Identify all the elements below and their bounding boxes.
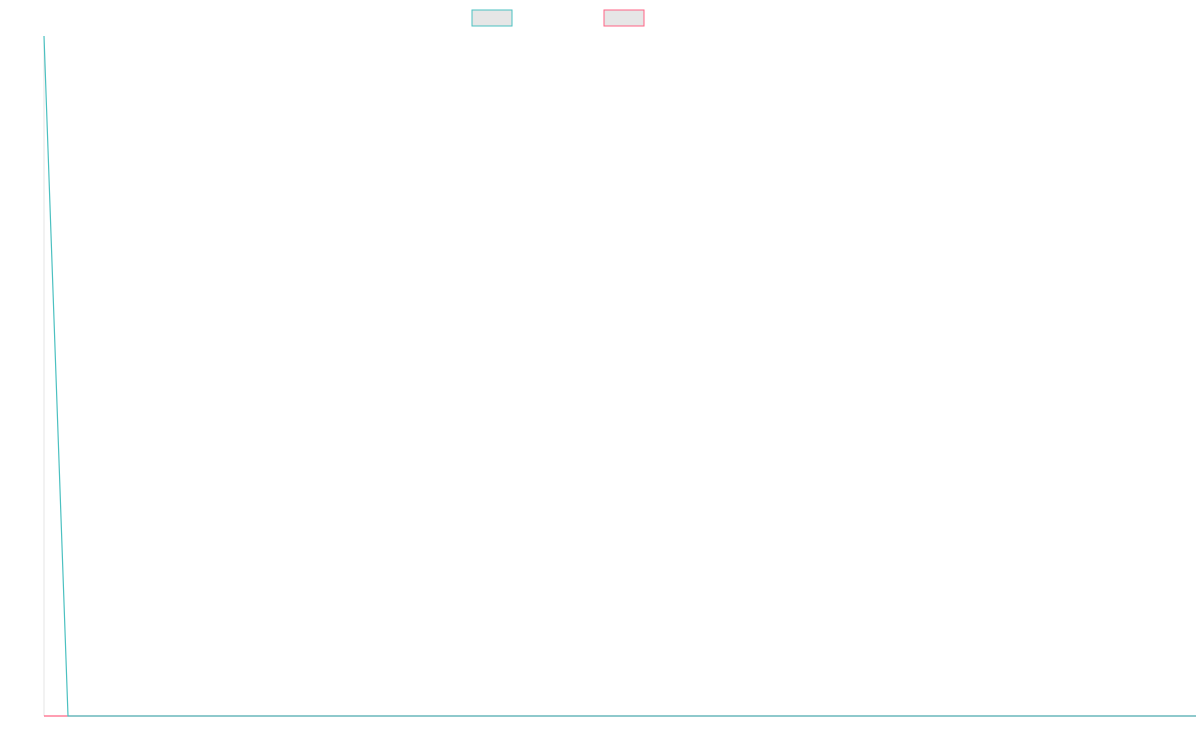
chart-axes xyxy=(43,36,1196,717)
chart-legend[interactable] xyxy=(471,9,645,27)
legend-swatch-1[interactable] xyxy=(471,9,513,27)
chart-series xyxy=(43,35,1196,717)
series-line-1 xyxy=(43,35,1196,717)
legend-swatch-2[interactable] xyxy=(603,9,645,27)
